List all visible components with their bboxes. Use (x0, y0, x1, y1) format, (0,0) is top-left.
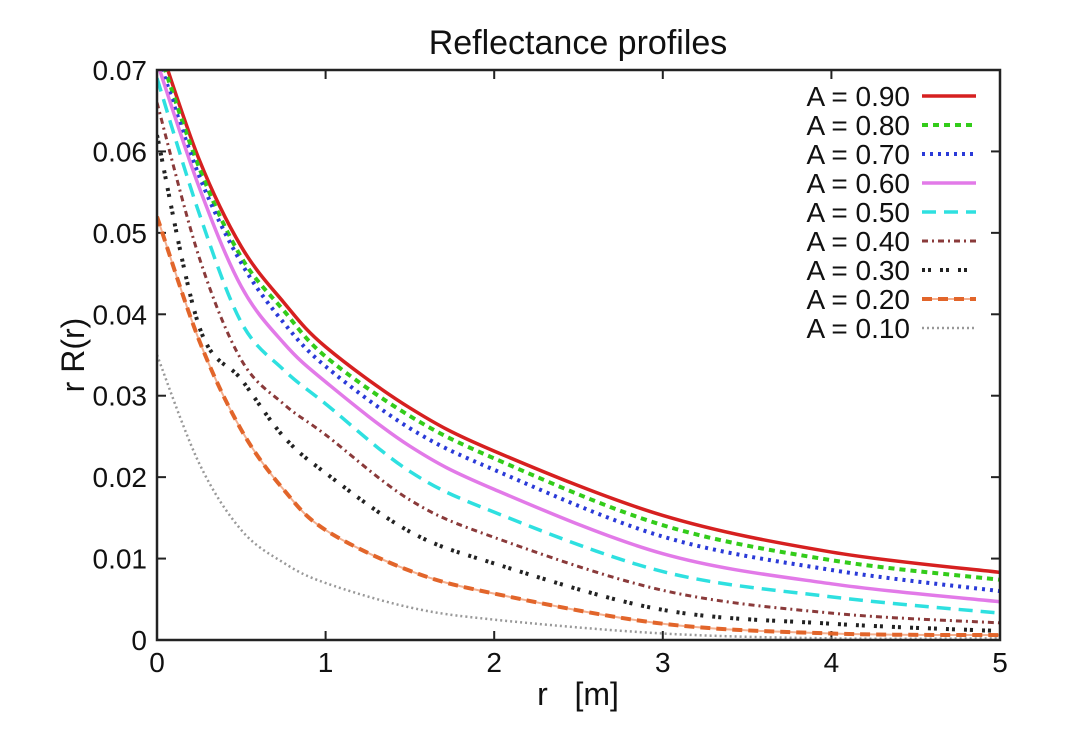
series-line-a040 (157, 102, 1000, 625)
x-tick-label: 1 (318, 647, 334, 678)
legend-label: A = 0.60 (806, 168, 910, 199)
plot-frame (155, 68, 1002, 642)
y-axis-label: r R(r) (55, 318, 91, 393)
legend-label: A = 0.80 (806, 110, 910, 141)
legend-label: A = 0.50 (806, 197, 910, 228)
y-tick-label: 0.07 (93, 55, 148, 86)
legend: A = 0.90A = 0.80A = 0.70A = 0.60A = 0.50… (806, 81, 976, 344)
y-tick-label: 0.01 (93, 544, 148, 575)
x-tick-label: 4 (824, 647, 840, 678)
chart-title: Reflectance profiles (429, 24, 728, 62)
legend-label: A = 0.20 (806, 284, 910, 315)
y-tick-label: 0 (131, 625, 147, 656)
series-line-a090 (165, 70, 1000, 575)
series-line-a020 (157, 215, 1000, 638)
series-line-a070 (160, 70, 1000, 594)
legend-label: A = 0.30 (806, 255, 910, 286)
x-axis-label: r [m] (537, 676, 619, 712)
legend-label: A = 0.70 (806, 139, 910, 170)
y-tick-label: 0.02 (93, 462, 148, 493)
x-tick-label: 2 (486, 647, 502, 678)
series-line-a050 (157, 77, 1000, 615)
legend-label: A = 0.10 (806, 313, 910, 344)
series-line-a010 (157, 354, 1000, 640)
series-line-a060 (157, 70, 1000, 604)
legend-label: A = 0.40 (806, 226, 910, 257)
y-tick-label: 0.04 (93, 299, 148, 330)
x-tick-label: 0 (149, 647, 165, 678)
y-tick-label: 0.03 (93, 381, 148, 412)
y-tick-label: 0.06 (93, 136, 148, 167)
x-tick-label: 3 (655, 647, 671, 678)
legend-label: A = 0.90 (806, 81, 910, 112)
x-tick-label: 5 (992, 647, 1008, 678)
y-tick-label: 0.05 (93, 218, 148, 249)
series-line-a080 (163, 70, 1000, 582)
